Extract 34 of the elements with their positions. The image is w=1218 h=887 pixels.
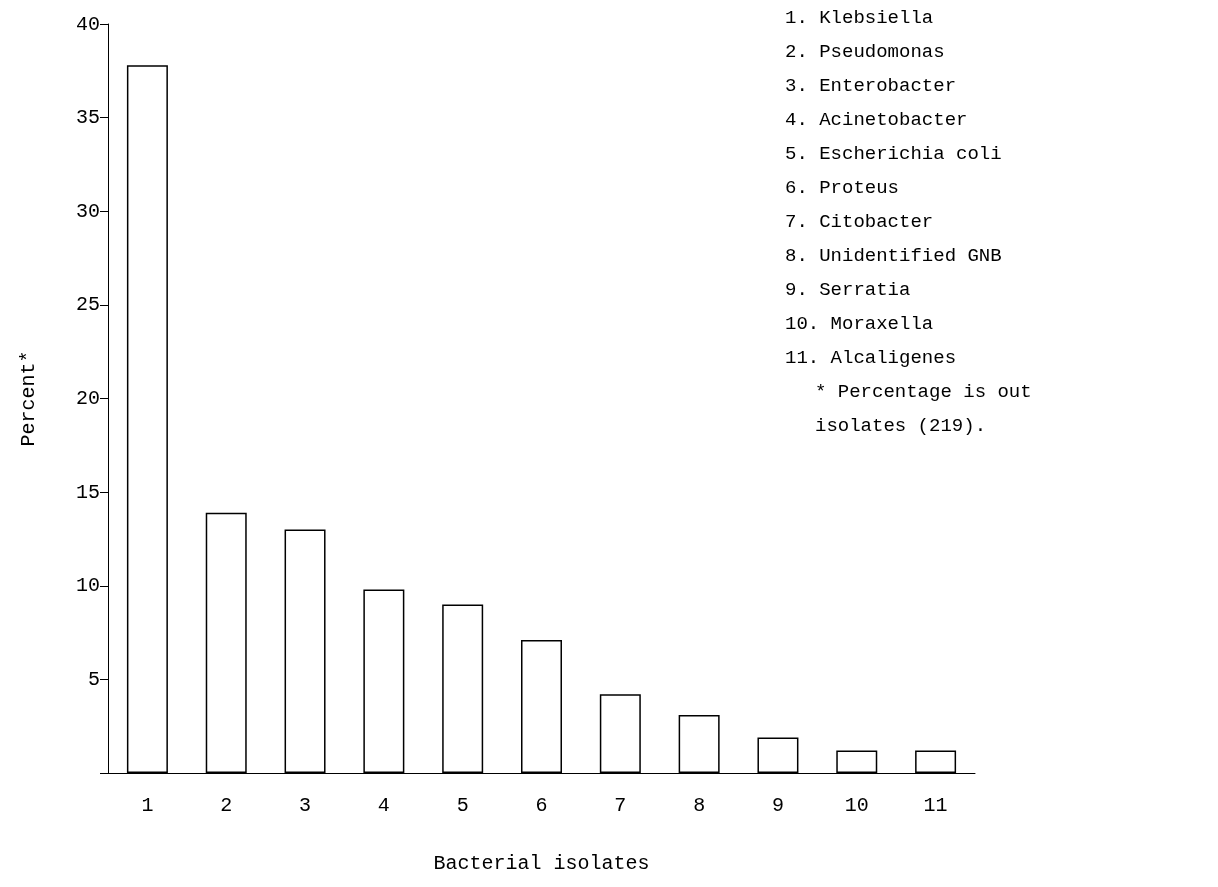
annotation: 3. Enterobacter [785,74,957,97]
x-tick-label: 3 [299,793,312,817]
y-tick-label: 15 [75,480,100,504]
x-tick-label: 9 [771,793,784,817]
annotation: 11. Alcaligenes [785,346,957,369]
x-tick-label: 1 [141,793,154,817]
annotation: 1. Klebsiella [785,6,934,29]
annotation: 5. Escherichia coli [785,142,1002,165]
x-tick-label: 5 [456,793,469,817]
annotation: isolates (219). [815,414,987,437]
annotation: 10. Moraxella [785,312,934,335]
x-tick-label: 4 [377,793,390,817]
annotation: 4. Acinetobacter [785,108,968,131]
annotation: 2. Pseudomonas [785,40,945,63]
y-tick-label: 5 [87,667,100,691]
annotation: 8. Unidentified GNB [785,244,1002,267]
annotation: 9. Serratia [785,278,911,301]
x-tick-label: 6 [535,793,548,817]
y-tick-label: 10 [75,574,100,598]
y-tick-label: 30 [75,199,100,223]
x-tick-label: 2 [220,793,233,817]
y-tick-label: 40 [75,12,100,36]
y-axis-title: Percent* [16,350,40,447]
annotation: 7. Citobacter [785,210,934,233]
x-tick-label: 7 [614,793,627,817]
annotation: 6. Proteus [785,176,900,199]
annotation: * Percentage is out [815,380,1032,403]
y-tick-label: 35 [75,106,100,130]
x-axis-title: Bacterial isolates [433,851,650,875]
y-tick-label: 25 [75,293,100,317]
x-tick-label: 8 [693,793,706,817]
y-tick-label: 20 [75,387,100,410]
x-tick-label: 11 [923,793,948,817]
x-tick-label: 10 [844,793,869,817]
